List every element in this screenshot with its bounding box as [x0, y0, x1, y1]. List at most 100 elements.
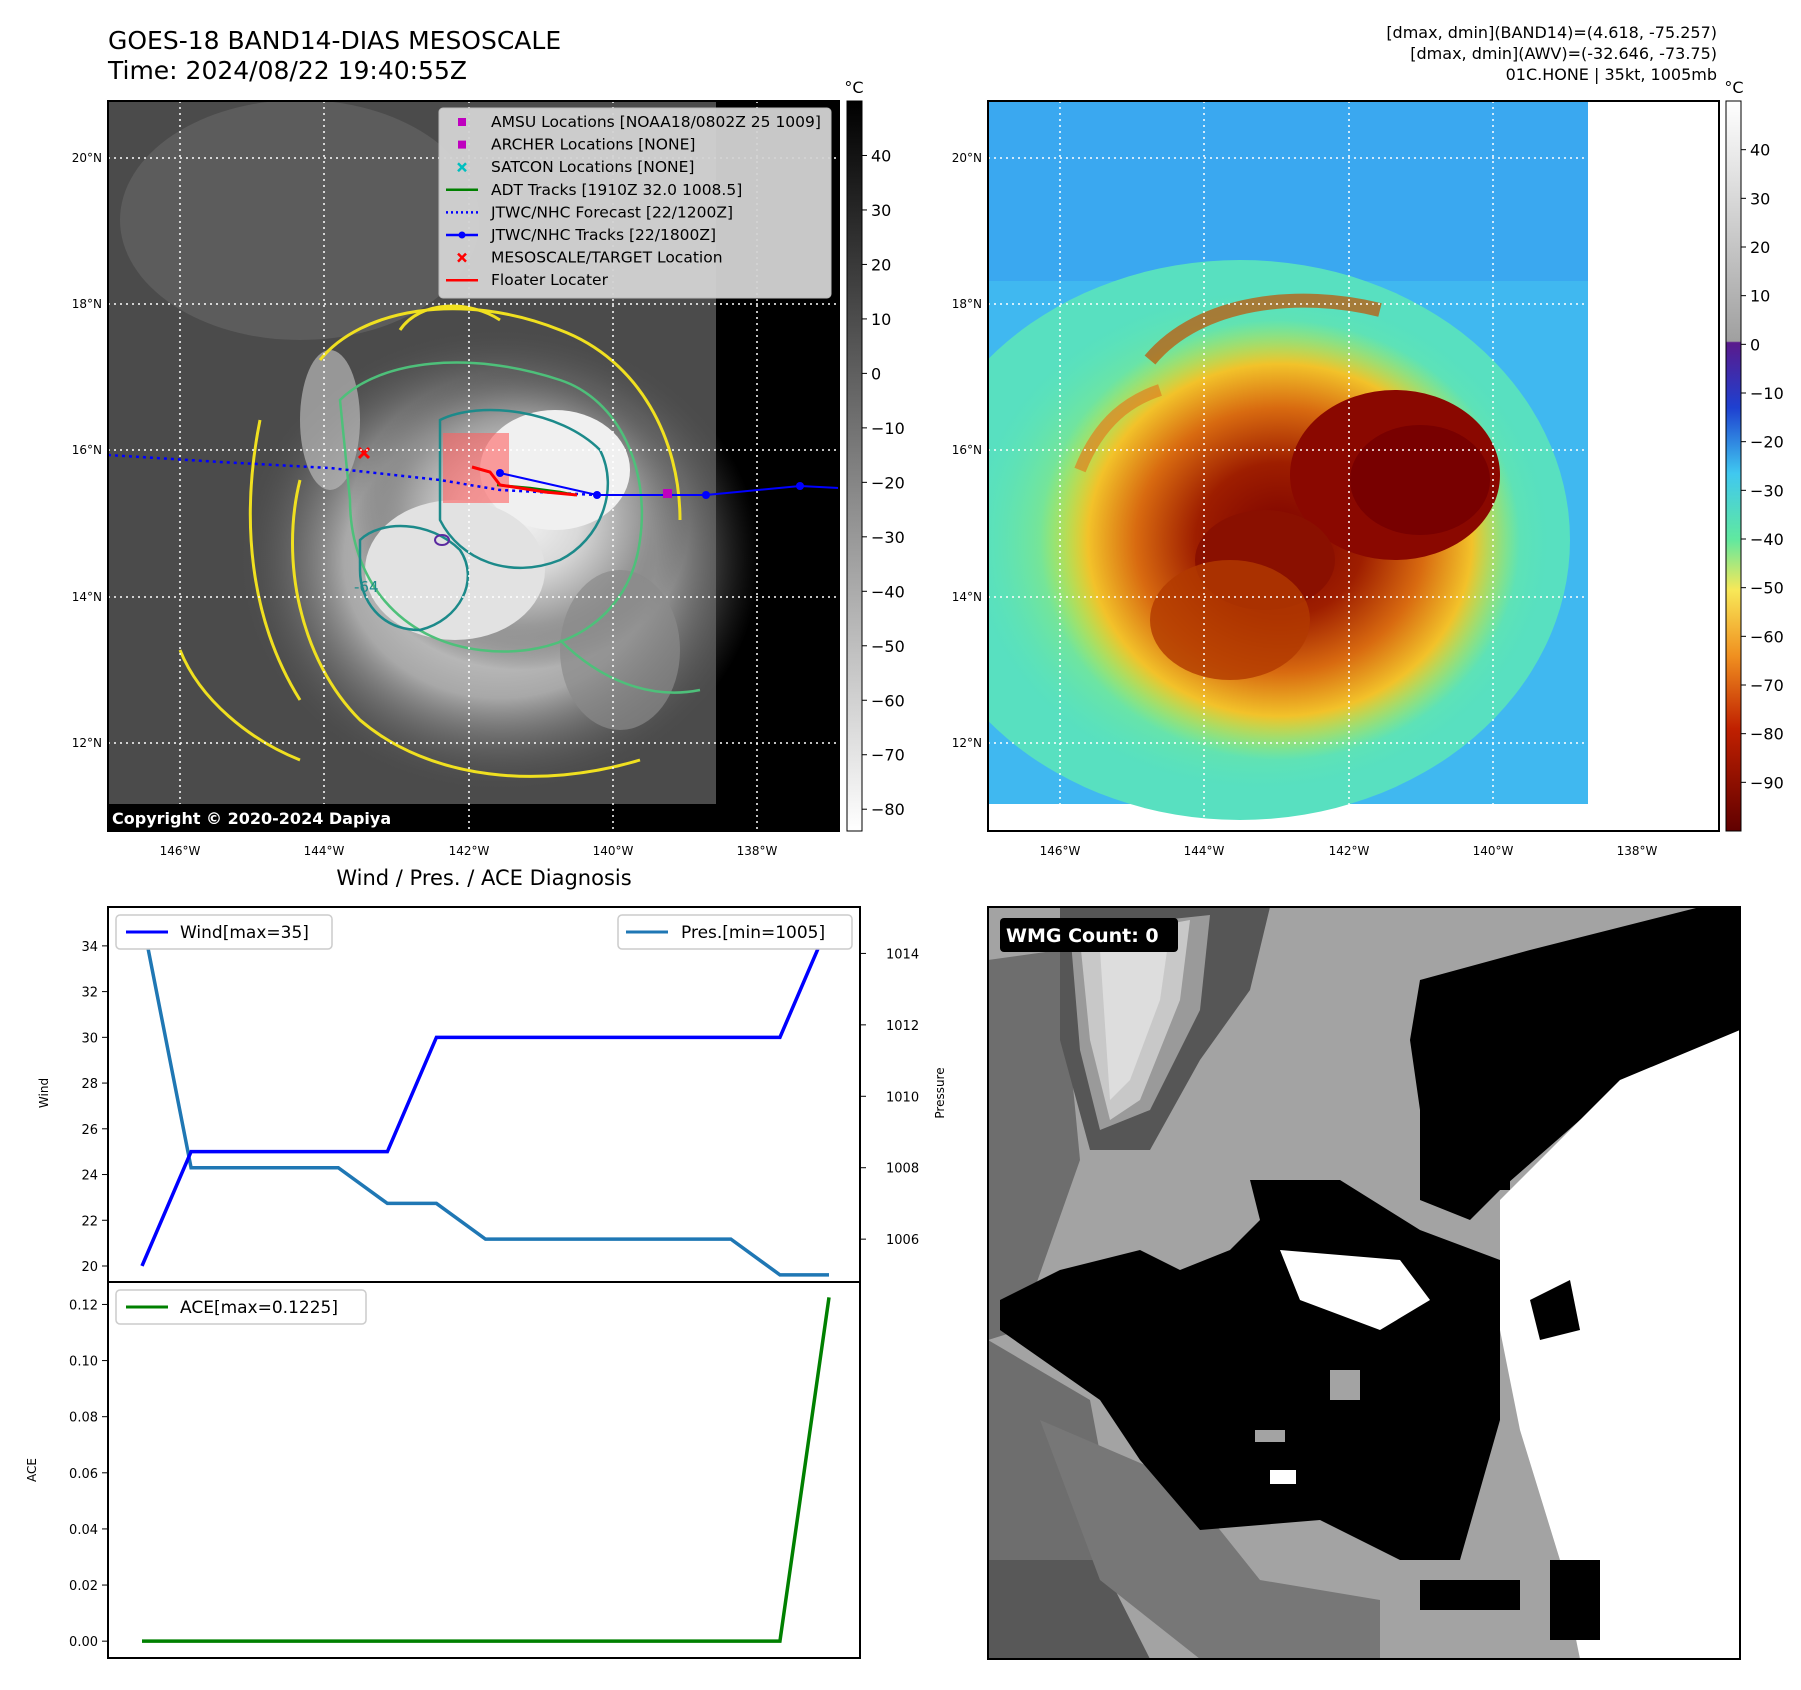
colorbar-tick-label: −10: [1750, 384, 1784, 403]
wind-ytick-label: 34: [81, 940, 98, 955]
colorbar-tick-label: 20: [871, 255, 891, 274]
wind-ytick-label: 32: [81, 986, 98, 1001]
awv-colorbar: °C 40 30 20 10 0 −10 −20 −30 −40 −50 −60 −70 −80 −90: [1724, 78, 1784, 832]
colorbar-tick-label: 30: [1750, 189, 1770, 208]
ace-axes: [107, 1281, 861, 1659]
legend-label: SATCON Locations [NONE]: [491, 158, 694, 176]
lat-tick-label: 16°N: [952, 443, 982, 457]
legend-label: Floater Locater: [491, 271, 609, 289]
diagnosis-chart: Wind / Pres. / ACE Diagnosis Wind Pressu…: [25, 866, 947, 1659]
jtwc-track-dots: [496, 469, 804, 499]
colorbar-tick-label: −70: [871, 746, 905, 765]
map-tick-labels: 146°W 144°W 142°W 140°W 138°W 20°N 18°N 16°N 14°…: [72, 151, 1658, 858]
ir-colorbar-unit: °C: [844, 78, 863, 97]
pressure-series-line: [140, 917, 829, 1277]
lon-tick-label: 146°W: [160, 844, 201, 858]
lat-tick-label: 18°N: [952, 297, 982, 311]
wind-ytick-label: 28: [81, 1077, 98, 1092]
floater-track-line: [471, 465, 578, 497]
awv-colorbar-unit: °C: [1724, 78, 1743, 97]
stats-block: [dmax, dmin](BAND14)=(4.618, -75.257) [d…: [1386, 22, 1717, 85]
colorbar-tick-label: 40: [871, 146, 891, 165]
wind-series-line: [140, 922, 831, 1267]
jtwc-forecast-line: [108, 453, 598, 497]
colorbar-tick-label: −30: [871, 528, 905, 547]
legend-x-marker: [457, 162, 467, 173]
lon-tick-label: 142°W: [1329, 844, 1370, 858]
colorbar-tick-label: 30: [871, 201, 891, 220]
title-line-1: GOES-18 BAND14-DIAS MESOSCALE: [108, 26, 562, 55]
lon-tick-label: 140°W: [1473, 844, 1514, 858]
ace-ytick-label: 0.00: [69, 1635, 98, 1650]
pressure-ylabel: Pressure: [933, 1067, 947, 1118]
awv-imagery: [988, 101, 1719, 831]
lat-tick-label: 18°N: [72, 297, 102, 311]
diagnosis-marks: 20 22 24 26 28 30 32 34 1006 1008 1010 1012 1014 0.00…: [69, 917, 919, 1650]
legend-label: ARCHER Locations [NONE]: [491, 136, 695, 154]
diagnosis-title: Wind / Pres. / ACE Diagnosis: [336, 866, 631, 890]
stats-line-2: [dmax, dmin](AWV)=(-32.646, -73.75): [1410, 44, 1717, 63]
wind-ytick-label: 24: [81, 1169, 98, 1184]
ace-ytick-label: 0.08: [69, 1411, 98, 1426]
awv-gridlines: [988, 101, 1719, 831]
lon-tick-label: 142°W: [449, 844, 490, 858]
colorbar-tick-label: −50: [1750, 579, 1784, 598]
legend-square-marker: [458, 140, 466, 149]
colorbar-tick-label: −60: [1750, 627, 1784, 646]
pressure-ytick-label: 1014: [886, 947, 919, 962]
legend-label: MESOSCALE/TARGET Location: [491, 249, 723, 267]
ir-colorbar: °C 40 30 20 10 0 −10 −20 −30 −40 −50 −60 −70 −80: [844, 78, 905, 832]
lon-tick-label: 144°W: [1184, 844, 1225, 858]
pressure-legend-label: Pres.[min=1005]: [681, 923, 825, 943]
legend-label: JTWC/NHC Forecast [22/1200Z]: [490, 203, 733, 221]
wind-ytick-label: 30: [81, 1031, 98, 1046]
lon-tick-label: 140°W: [593, 844, 634, 858]
wmg-count-label: WMG Count: 0: [1006, 925, 1159, 947]
colorbar-tick-label: −90: [1750, 773, 1784, 792]
lat-tick-label: 14°N: [952, 590, 982, 604]
colorbar-tick-label: −20: [1750, 433, 1784, 452]
pressure-ytick-label: 1008: [886, 1162, 919, 1177]
wind-legend: Wind[max=35]: [115, 914, 333, 950]
wind-ytick-label: 26: [81, 1123, 98, 1138]
pressure-ytick-label: 1006: [886, 1233, 919, 1248]
amsu-marker: [663, 489, 672, 498]
colorbar-tick-label: −10: [871, 419, 905, 438]
colorbar-tick-label: 40: [1750, 141, 1770, 160]
wmg-panel: WMG Count: 0: [987, 906, 1741, 1660]
copyright-text: Copyright © 2020-2024 Dapiya: [112, 809, 391, 828]
lon-tick-label: 144°W: [304, 844, 345, 858]
lon-tick-label: 138°W: [1617, 844, 1658, 858]
wind-ylabel: Wind: [37, 1078, 51, 1108]
colorbar-tick-label: −60: [871, 691, 905, 710]
ace-ytick-label: 0.10: [69, 1355, 98, 1370]
wind-legend-label: Wind[max=35]: [180, 923, 309, 943]
legend-label: ADT Tracks [1910Z 32.0 1008.5]: [491, 181, 742, 199]
ir-map-panel: -64 Copyright © 2020-2024 Dapiya AMSU Lo…: [107, 100, 840, 832]
ace-legend-label: ACE[max=0.1225]: [180, 1298, 338, 1318]
wind-ytick-label: 20: [81, 1260, 98, 1275]
colorbar-tick-label: −70: [1750, 676, 1784, 695]
colorbar-tick-label: −20: [871, 473, 905, 492]
wmg-count-badge: [1000, 918, 1178, 952]
wind-pressure-axes: [107, 906, 861, 1283]
ace-ylabel: ACE: [25, 1458, 39, 1482]
ace-ytick-label: 0.02: [69, 1579, 98, 1594]
figure-title: GOES-18 BAND14-DIAS MESOSCALE Time: 2024…: [108, 26, 561, 86]
ace-ytick-label: 0.12: [69, 1298, 98, 1313]
colorbar-tick-label: −30: [1750, 481, 1784, 500]
lat-tick-label: 12°N: [72, 736, 102, 750]
stats-line-3: 01C.HONE | 35kt, 1005mb: [1505, 65, 1717, 84]
contour-label: -64: [354, 578, 379, 596]
colorbar-tick-label: −50: [871, 637, 905, 656]
lon-tick-label: 146°W: [1040, 844, 1081, 858]
legend-label: JTWC/NHC Tracks [22/1800Z]: [490, 226, 716, 244]
lat-tick-label: 14°N: [72, 590, 102, 604]
pressure-ytick-label: 1012: [886, 1019, 919, 1034]
pressure-ytick-label: 1010: [886, 1090, 919, 1105]
colorbar-tick-label: 10: [871, 310, 891, 329]
colorbar-tick-label: −80: [871, 800, 905, 819]
stats-line-1: [dmax, dmin](BAND14)=(4.618, -75.257): [1386, 23, 1717, 42]
map-legend: AMSU Locations [NOAA18/0802Z 25 1009] ARC…: [438, 107, 832, 299]
